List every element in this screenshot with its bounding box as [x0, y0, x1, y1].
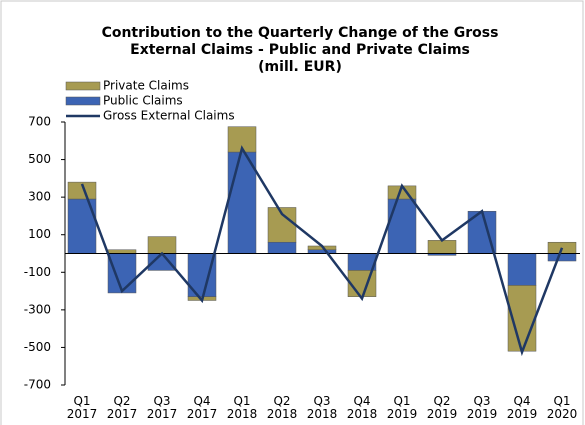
y-tick-label: 100 — [28, 227, 51, 241]
x-tick-label: Q3 2018 — [306, 394, 338, 421]
y-tick-label: -700 — [24, 378, 51, 392]
x-tick-label: Q1 2018 — [226, 394, 258, 421]
x-tick-label: Q2 2018 — [266, 394, 298, 421]
bar — [387, 198, 417, 254]
y-tick-label: -300 — [24, 302, 51, 316]
bar — [227, 151, 257, 254]
bar — [547, 253, 577, 262]
chart-title: External Claims - Public and Private Cla… — [130, 42, 470, 58]
chart-title: Contribution to the Quarterly Change of … — [102, 25, 499, 41]
x-tick-label: Q4 2019 — [506, 394, 538, 421]
line — [80, 145, 564, 357]
y-tick-label: 300 — [28, 190, 51, 204]
y-tick-label: -100 — [24, 265, 51, 279]
x-tick-label: Q1 2019 — [386, 394, 418, 421]
bar — [307, 249, 337, 254]
x-tick-label: Q3 2019 — [466, 394, 498, 421]
legend-label: Public Claims — [103, 94, 183, 108]
bar — [267, 241, 297, 254]
legend-label: Private Claims — [103, 79, 189, 93]
x-tick-label: Q1 2017 — [66, 394, 98, 421]
bar — [107, 253, 137, 294]
x-tick-label: Q4 2018 — [346, 394, 378, 421]
y-tick-label: 700 — [28, 115, 51, 129]
bar — [107, 249, 137, 254]
y-tick-label: -500 — [24, 340, 51, 354]
bar — [147, 236, 177, 254]
bar — [507, 253, 537, 286]
x-tick-label: Q3 2017 — [146, 394, 178, 421]
legend-swatch — [65, 81, 101, 91]
x-tick-label: Q4 2017 — [186, 394, 218, 421]
x-tick-label: Q2 2019 — [426, 394, 458, 421]
bar — [427, 240, 457, 254]
x-tick-label: Q2 2017 — [106, 394, 138, 421]
legend-swatch — [65, 96, 101, 106]
legend-label: Gross External Claims — [103, 109, 235, 123]
y-tick-label: 500 — [28, 152, 51, 166]
bar — [67, 181, 97, 200]
x-tick-label: Q1 2020 — [546, 394, 578, 421]
chart-title: (mill. EUR) — [258, 59, 342, 75]
